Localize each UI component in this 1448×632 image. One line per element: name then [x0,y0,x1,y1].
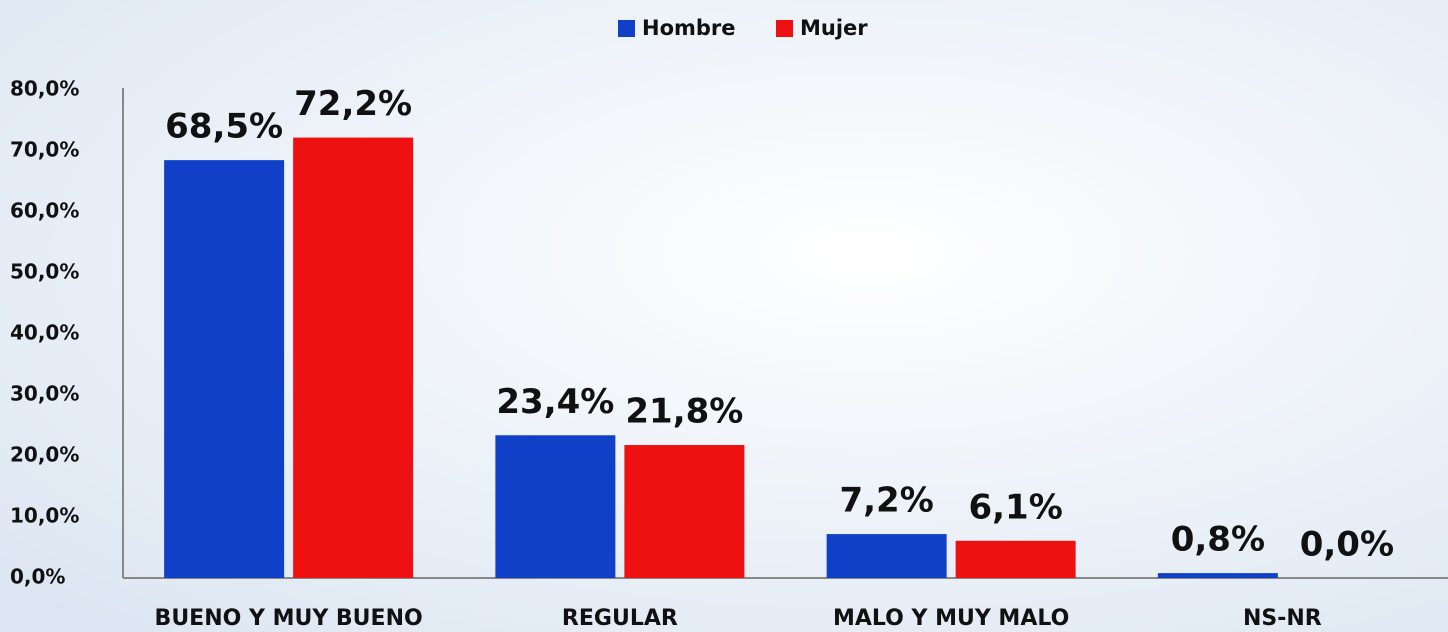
y-tick-label: 60,0% [10,199,79,223]
bar [955,540,1076,578]
bar [164,160,285,578]
value-label: 0,8% [1171,520,1265,560]
y-tick-label: 80,0% [10,77,79,101]
bar [495,435,616,578]
y-tick-label: 20,0% [10,443,79,467]
value-label: 0,0% [1300,525,1394,565]
x-tick-label: MALO Y MUY MALO [833,606,1069,631]
y-tick-label: 50,0% [10,260,79,284]
value-label: 6,1% [968,487,1062,527]
x-tick-label: NS-NR [1243,606,1322,631]
y-tick-label: 40,0% [10,321,79,345]
value-label: 21,8% [625,392,743,432]
y-tick-label: 0,0% [10,565,65,589]
x-tick-label: REGULAR [562,606,678,631]
legend-swatch [618,20,635,37]
x-tick-label: BUENO Y MUY BUENO [155,606,423,631]
legend-swatch [776,20,793,37]
value-label: 23,4% [496,382,614,422]
y-tick-label: 10,0% [10,504,79,528]
legend-label: Hombre [642,16,736,40]
y-tick-label: 30,0% [10,382,79,406]
bar [624,445,745,578]
legend-label: Mujer [800,16,868,40]
bar [826,534,947,578]
value-label: 7,2% [839,481,933,521]
bar [293,137,414,578]
value-label: 68,5% [165,107,283,147]
y-tick-label: 70,0% [10,138,79,162]
bar [1157,573,1278,578]
value-label: 72,2% [294,84,412,124]
